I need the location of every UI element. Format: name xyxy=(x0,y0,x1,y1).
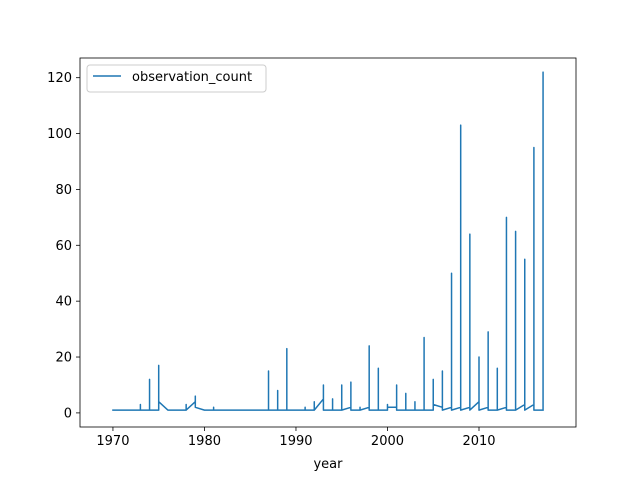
x-tick-label: 1970 xyxy=(96,434,129,449)
x-tick-label: 2000 xyxy=(371,434,404,449)
y-tick-label: 100 xyxy=(47,127,72,142)
x-axis-label: year xyxy=(313,457,343,472)
y-tick-label: 40 xyxy=(55,295,72,310)
x-tick-label: 1980 xyxy=(188,434,221,449)
y-tick-label: 120 xyxy=(47,71,72,86)
y-tick-label: 80 xyxy=(55,183,72,198)
y-tick-label: 60 xyxy=(55,239,72,254)
legend: observation_count xyxy=(87,65,266,92)
y-tick-label: 0 xyxy=(64,406,72,421)
x-tick-label: 1990 xyxy=(279,434,312,449)
legend-series-label: observation_count xyxy=(132,70,252,85)
x-tick-label: 2010 xyxy=(462,434,495,449)
y-tick-label: 20 xyxy=(55,351,72,366)
